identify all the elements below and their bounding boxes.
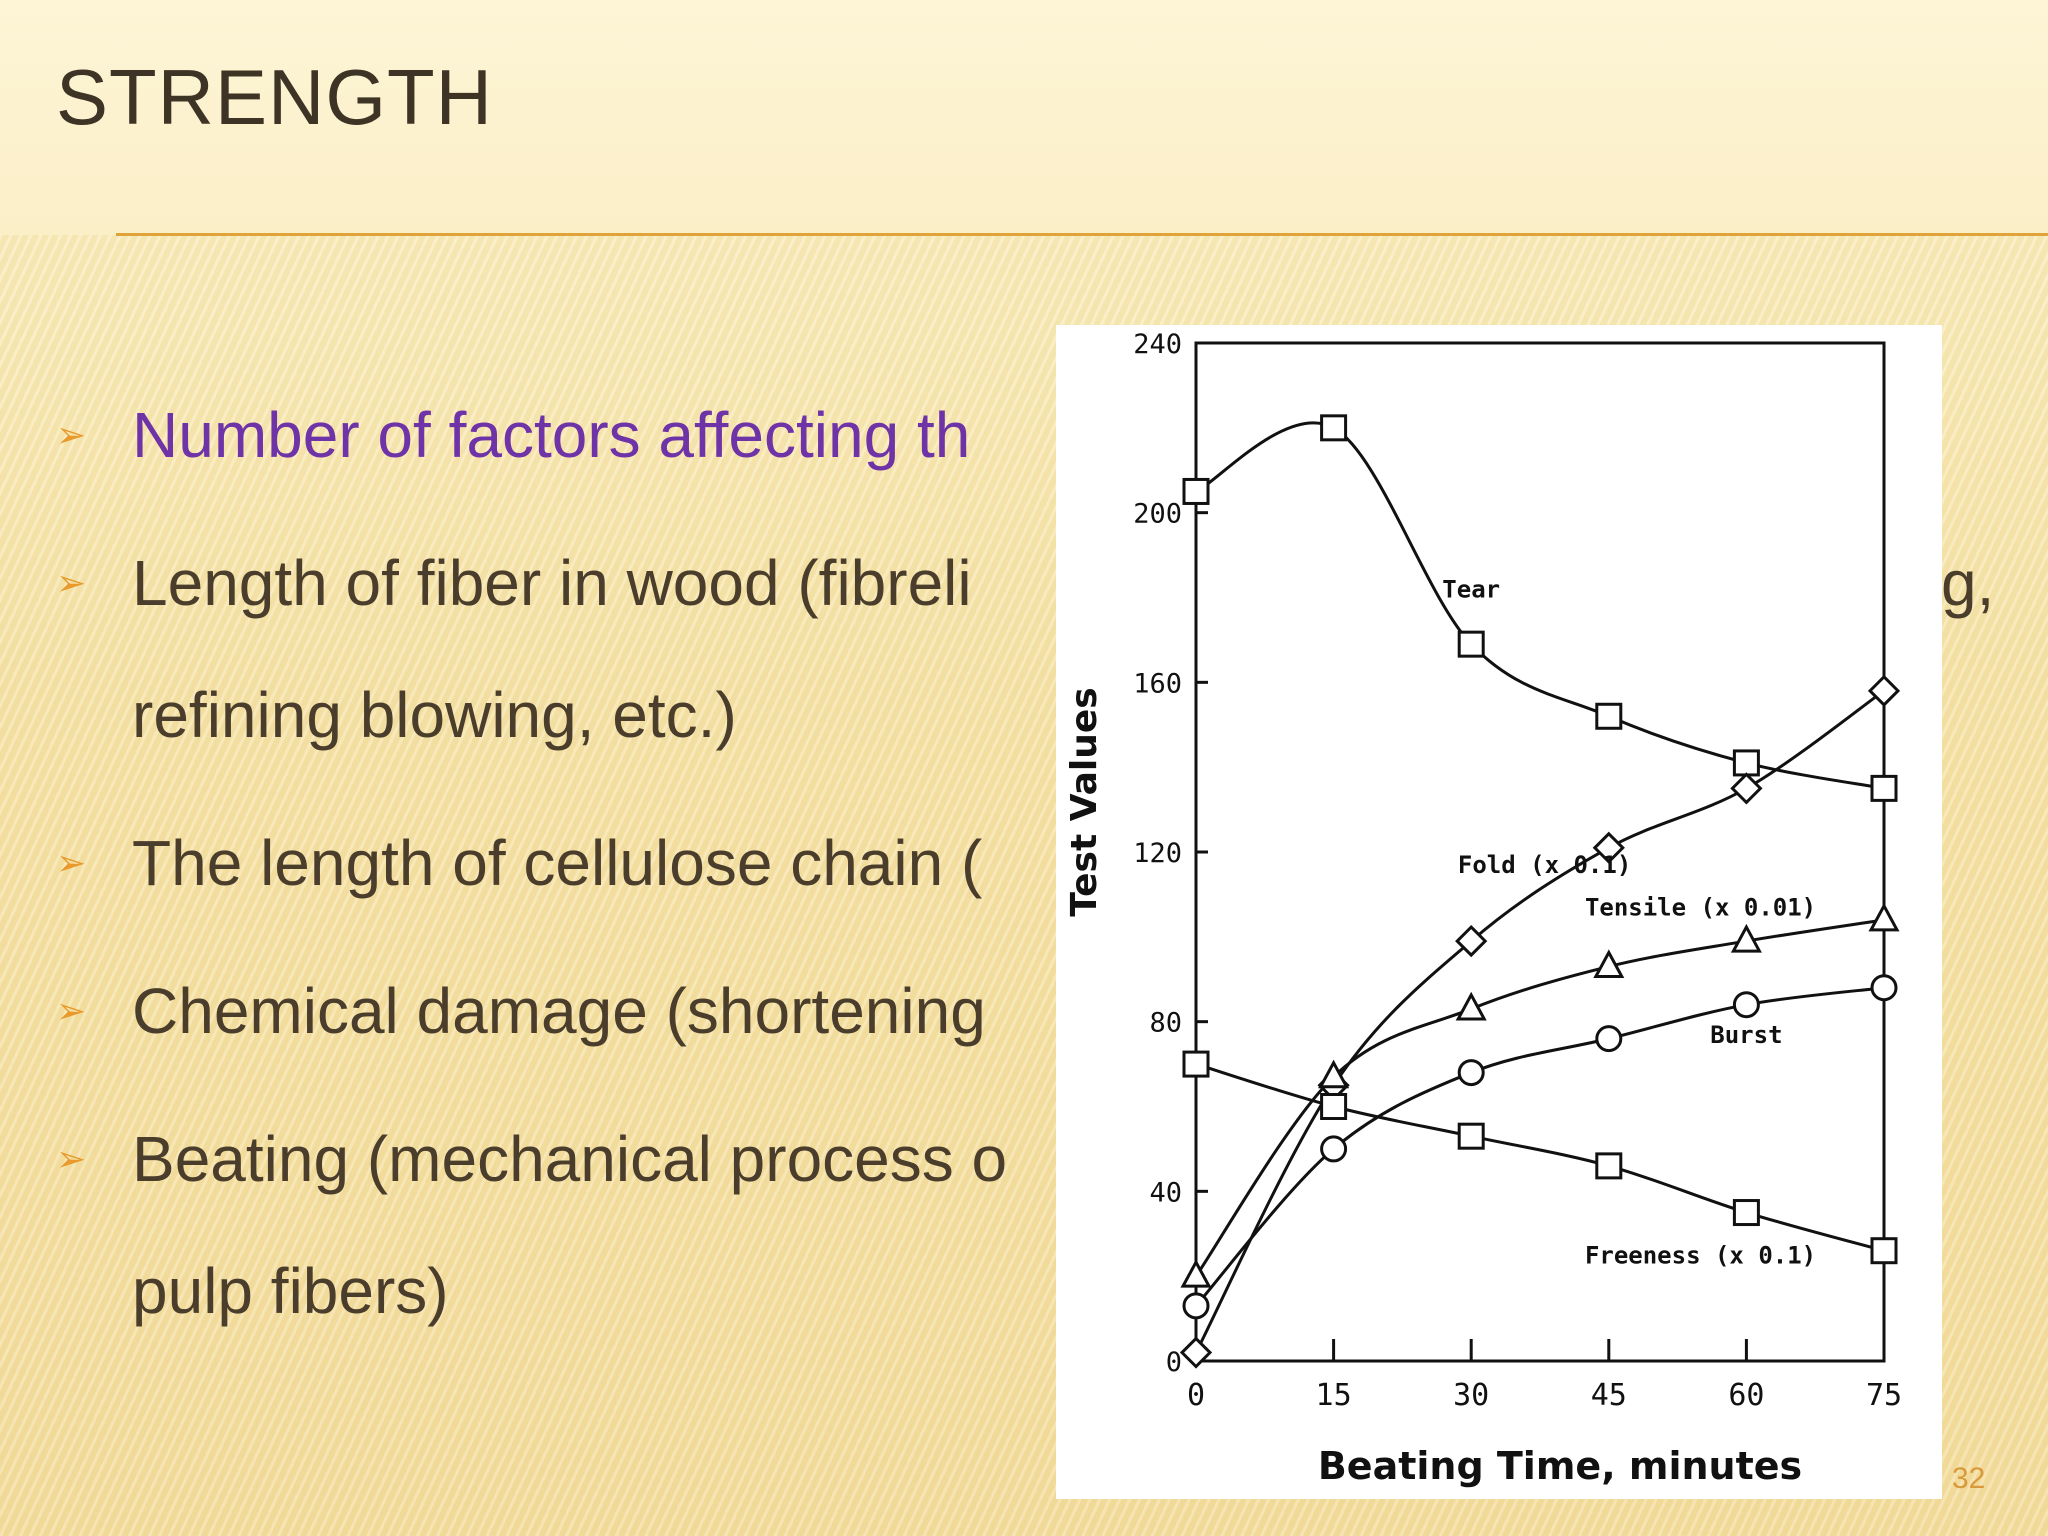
data-point-triangle xyxy=(1180,1259,1212,1288)
arrow-bullet-icon: ➢ xyxy=(56,842,87,883)
x-tick-label: 15 xyxy=(1316,1378,1352,1413)
data-point-circle xyxy=(1732,991,1760,1019)
data-point-triangle xyxy=(1730,923,1762,953)
y-tick-label: 0 xyxy=(1166,1347,1182,1378)
data-point-square xyxy=(1595,702,1623,730)
arrow-bullet-icon: ➢ xyxy=(56,1138,87,1179)
x-tick-label: 60 xyxy=(1728,1378,1764,1413)
title-band xyxy=(0,0,2048,235)
data-point-square xyxy=(1595,1152,1623,1180)
data-point-circle xyxy=(1457,1059,1485,1087)
x-tick-label: 0 xyxy=(1187,1378,1205,1413)
chart-figure: 0 15 30 45 60 75 0 40 80 120 160 200 240 Beating Time… xyxy=(1056,325,1942,1499)
bullet-text-continued: refining blowing, etc.) xyxy=(132,679,737,751)
bullet-text-continued: pulp fibers) xyxy=(132,1255,449,1327)
bullet-text: Chemical damage (shortening xyxy=(132,975,986,1047)
data-point-diamond xyxy=(1455,924,1488,958)
bullet-text: The length of cellulose chain ( xyxy=(132,827,983,899)
data-point-square xyxy=(1732,1199,1760,1227)
data-point-square xyxy=(1870,1237,1898,1265)
series-line xyxy=(1195,421,1885,790)
data-point-triangle xyxy=(1318,1059,1350,1089)
x-tick-label: 30 xyxy=(1453,1378,1489,1413)
beating-chart: 0 15 30 45 60 75 0 40 80 120 160 200 240 Beating Time… xyxy=(1064,329,1902,1488)
data-point-square xyxy=(1182,477,1210,505)
data-point-square xyxy=(1182,1050,1210,1078)
bullet-text: Beating (mechanical process o xyxy=(132,1123,1008,1195)
y-tick-label: 240 xyxy=(1133,329,1182,360)
slide-title: STRENGTH xyxy=(56,53,493,141)
data-point-square xyxy=(1732,749,1760,777)
arrow-bullet-icon: ➢ xyxy=(56,414,87,455)
data-point-circle xyxy=(1595,1025,1623,1053)
series-label: Burst xyxy=(1710,1021,1782,1049)
y-tick-label: 120 xyxy=(1133,838,1182,869)
data-point-circle xyxy=(1870,974,1898,1002)
x-axis-label: Beating Time, minutes xyxy=(1318,1444,1802,1488)
x-tick-label: 75 xyxy=(1866,1378,1902,1413)
data-point-triangle xyxy=(1455,991,1487,1021)
y-axis-label: Test Values xyxy=(1064,687,1105,916)
data-point-diamond xyxy=(1179,1336,1213,1369)
data-point-square xyxy=(1320,414,1348,442)
data-point-square xyxy=(1320,1093,1348,1120)
arrow-bullet-icon: ➢ xyxy=(56,990,87,1031)
series-label: Fold (x 0.1) xyxy=(1458,851,1631,879)
data-point-circle xyxy=(1320,1135,1348,1163)
data-point-square xyxy=(1870,774,1898,802)
series-label: Tear xyxy=(1442,576,1500,604)
data-point-diamond xyxy=(1867,674,1901,707)
y-tick-label: 200 xyxy=(1133,499,1182,530)
series-line xyxy=(1195,1062,1885,1253)
data-point-square xyxy=(1457,1122,1485,1150)
bullet-text: Number of factors affecting th xyxy=(132,399,971,471)
x-tick-label: 45 xyxy=(1591,1378,1627,1413)
series-label: Freeness (x 0.1) xyxy=(1585,1241,1816,1269)
data-point-circle xyxy=(1182,1292,1210,1320)
data-point-square xyxy=(1457,630,1485,658)
page-number: 32 xyxy=(1952,1462,1986,1495)
title-divider xyxy=(116,233,2048,236)
data-point-diamond xyxy=(1592,831,1625,864)
series-line xyxy=(1194,689,1885,1354)
data-point-diamond xyxy=(1730,772,1763,805)
y-tick-label: 40 xyxy=(1149,1177,1182,1208)
data-point-triangle xyxy=(1868,902,1900,932)
arrow-bullet-icon: ➢ xyxy=(56,562,87,603)
y-tick-label: 80 xyxy=(1149,1008,1182,1039)
series-label: Tensile (x 0.01) xyxy=(1585,894,1816,922)
data-point-triangle xyxy=(1593,949,1625,979)
bullet-text-tail: g, xyxy=(1941,547,1995,619)
y-tick-label: 160 xyxy=(1133,668,1182,699)
bullet-text: Length of fiber in wood (fibreli xyxy=(132,547,972,619)
